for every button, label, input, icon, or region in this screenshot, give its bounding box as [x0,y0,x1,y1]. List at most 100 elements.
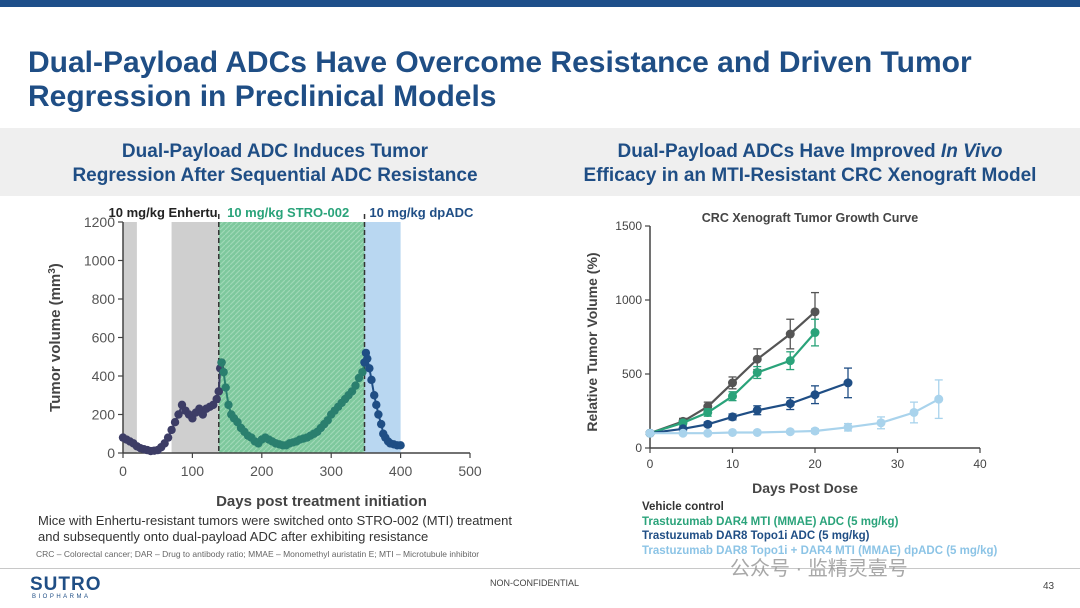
chart2-point-0-5 [785,329,795,339]
slide-title: Dual-Payload ADCs Have Overcome Resistan… [28,46,972,113]
chart2-point-3-7 [843,422,853,432]
chart1-ytick-label-6: 1200 [84,214,115,230]
chart2-point-3-4 [752,427,762,437]
chart2-xtick-label-2: 20 [808,457,822,471]
chart1-xtick-label-3: 300 [320,463,344,479]
chart2-xtick-label-4: 40 [973,457,987,471]
chart1-point-dpadc-8 [376,419,386,429]
chart2-y-axis-title: Relative Tumor Volume (%) [584,252,600,431]
phase-band-0 [123,222,137,453]
chart2-xtick-label-0: 0 [647,457,654,471]
chart2-point-1-5 [785,356,795,366]
chart2-point-2-7 [843,378,853,388]
chart1-point-dpadc-3 [365,364,374,373]
chart1-point-dpadc-15 [396,441,405,450]
chart1-xtick-label-4: 400 [389,463,413,479]
chart1-point-stro002-0 [217,358,226,367]
chart2-point-1-3 [728,391,737,401]
chart2-xtick-label-3: 30 [891,457,905,471]
chart1-point-dpadc-7 [374,410,383,419]
chart1-xtick-label-5: 500 [458,463,482,479]
chart2-point-2-6 [810,390,820,400]
chart2-point-0-4 [752,354,762,364]
chart2-title: CRC Xenograft Tumor Growth Curve [702,211,918,225]
right-panel-subtitle: Dual-Payload ADCs Have Improved In Vivo … [545,140,1075,188]
top-accent-bar [0,0,1080,7]
chart2-point-1-6 [810,328,820,338]
chart2-point-0-6 [810,307,820,317]
chart1-ytick-label-1: 200 [92,407,116,423]
chart1-point-enhertu-14 [167,425,176,435]
phase-label-1: 10 mg/kg STRO-002 [227,205,349,220]
sutro-logo: SUTRO [30,574,102,595]
chart1-point-enhertu-15 [170,418,180,427]
chart2-ytick-label-3: 1500 [615,219,642,233]
chart1-xtick-label-0: 0 [119,463,127,479]
chart2-point-2-4 [752,405,762,415]
confidentiality-label: NON-CONFIDENTIAL [490,578,580,588]
chart1-point-stro002-1 [219,367,228,377]
right-chart-legend: Vehicle control Trastuzumab DAR4 MTI (MM… [642,500,997,558]
chart1-point-stro002-42 [358,367,367,377]
right-subtitle-emphasis: In Vivo [940,141,1003,162]
chart2-xtick-label-1: 10 [726,457,740,471]
chart1-point-enhertu-16 [174,410,183,419]
chart1-y-axis-title: Tumor volume (mm3) [47,263,65,412]
chart1-xtick-label-2: 200 [250,463,274,479]
footer-rule [0,568,1080,569]
chart1-ytick-label-3: 600 [92,330,116,346]
chart1-point-enhertu-peak-0 [214,387,223,396]
chart1-ytick-label-5: 1000 [84,253,115,269]
chart2-point-2-3 [728,412,737,422]
chart1-point-dpadc-6 [372,400,381,410]
chart1-ytick-label-2: 400 [92,368,116,384]
subtitle-band [0,128,1080,196]
chart1-point-stro002-2 [221,383,230,392]
chart2-point-3-3 [728,427,737,437]
legend-entry-topo1: Trastuzumab DAR8 Topo1i ADC (5 mg/kg) [642,530,870,542]
right-subtitle-line-1-text: Dual-Payload ADCs Have Improved [617,141,941,162]
chart2-point-0-3 [728,378,737,388]
chart1-point-stro002-40 [351,381,360,390]
chart2-point-3-10 [934,394,944,404]
chart1-point-dpadc-5 [370,391,379,400]
chart2-point-3-8 [876,418,886,428]
chart2-point-2-5 [785,399,795,409]
watermark-text: 公众号 · 监精灵壹号 [730,558,908,580]
chart1-point-dpadc-4 [367,375,376,385]
right-subtitle-line-1: Dual-Payload ADCs Have Improved In Vivo [545,140,1075,164]
chart1-y-axis-title-sup: 3 [47,268,58,274]
chart1-point-stro002-3 [224,400,233,410]
left-subtitle-line-2: Regression After Sequential ADC Resistan… [72,165,478,186]
chart2-x-axis-title: Days Post Dose [752,480,858,496]
chart1-x-axis-title: Days post treatment initiation [216,493,427,510]
phase-label-0: 10 mg/kg Enhertu [109,205,218,220]
sutro-logo-subtext: BIOPHARMA [32,594,91,600]
left-chart-caption: Mice with Enhertu-resistant tumors were … [38,513,512,544]
legend-entry-mti: Trastuzumab DAR4 MTI (MMAE) ADC (5 mg/kg… [642,515,899,528]
page-number: 43 [1043,581,1055,592]
chart1-y-axis-title-end: ) [47,263,64,268]
left-subtitle-line-1: Dual-Payload ADC Induces Tumor [121,141,429,162]
chart2-point-3-5 [785,427,795,437]
chart2-ytick-label-1: 500 [622,367,642,381]
chart1-ytick-label-0: 0 [107,445,115,461]
chart2-point-1-4 [752,368,762,378]
chart1-y-axis-title-main: Tumor volume (mm [47,274,64,412]
chart2-ytick-label-2: 1000 [615,293,642,307]
chart2-ytick-label-0: 0 [635,441,642,455]
chart2-point-1-2 [703,407,713,417]
legend-entry-vehicle: Vehicle control [642,501,724,513]
chart1-ytick-label-4: 800 [92,291,116,307]
chart2-point-2-2 [703,419,713,429]
abbreviations-footnote: CRC – Colorectal cancer; DAR – Drug to a… [36,549,480,559]
right-subtitle-line-2: Efficacy in an MTI-Resistant CRC Xenogra… [583,165,1037,186]
legend-entry-dpadc: Trastuzumab DAR8 Topo1i + DAR4 MTI (MMAE… [642,544,998,557]
left-panel-subtitle: Dual-Payload ADC Induces Tumor Regressio… [10,140,540,188]
chart1-xtick-label-1: 100 [181,463,205,479]
chart2-point-3-6 [810,426,820,436]
phase-band-2 [218,222,365,453]
chart2-point-3-2 [703,428,713,438]
chart2-point-3-1 [678,428,688,438]
